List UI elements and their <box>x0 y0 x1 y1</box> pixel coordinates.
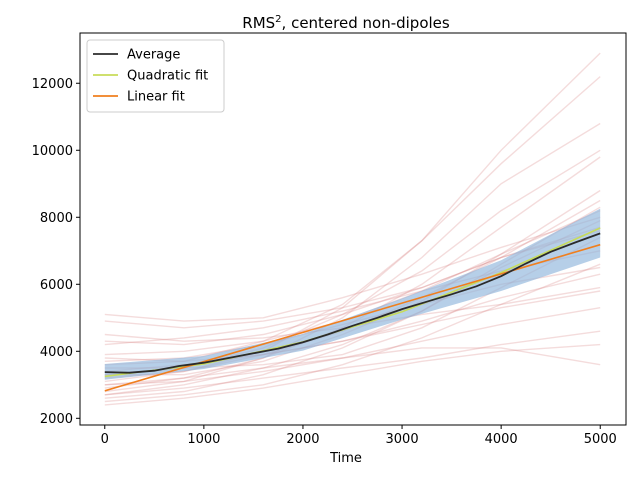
x-tick-label: 3000 <box>386 432 419 447</box>
legend-label: Quadratic fit <box>127 69 208 84</box>
legend: Average Quadratic fit Linear fit <box>86 39 225 113</box>
legend-box <box>86 39 225 113</box>
x-axis-label: Time <box>329 451 362 466</box>
axis-ticks: 0 1000 2000 3000 4000 5000 2000 4000 6000 8000 100… <box>32 77 617 447</box>
y-tick-label: 6000 <box>40 278 73 293</box>
background-run-line <box>104 330 601 396</box>
legend-label: Linear fit <box>127 90 185 105</box>
y-tick-label: 10000 <box>32 144 73 159</box>
x-tick-label: 1000 <box>187 432 220 447</box>
y-tick-label: 4000 <box>40 345 73 360</box>
y-tick-label: 12000 <box>32 77 73 92</box>
background-run-line <box>104 343 601 406</box>
legend-label: Average <box>127 48 180 63</box>
chart-title: RMS2, centered non-dipoles <box>242 14 450 32</box>
plot-area <box>104 52 601 406</box>
background-run-line <box>104 122 601 393</box>
x-tick-label: 4000 <box>485 432 518 447</box>
y-tick-label: 8000 <box>40 211 73 226</box>
background-run-line <box>104 230 601 329</box>
background-run-line <box>104 199 601 383</box>
linear-fit-line <box>104 243 601 392</box>
background-run-line <box>104 216 601 322</box>
background-run-line <box>104 347 601 386</box>
average-band <box>104 208 601 380</box>
axes-frame <box>79 32 627 426</box>
background-run-line <box>104 263 601 403</box>
y-tick-label: 2000 <box>40 412 73 427</box>
average-line <box>104 232 601 374</box>
x-tick-label: 2000 <box>286 432 319 447</box>
x-tick-label: 0 <box>101 432 109 447</box>
x-tick-label: 5000 <box>584 432 617 447</box>
background-run-line <box>104 226 601 346</box>
background-run-line <box>104 307 601 386</box>
background-run-line <box>104 52 601 379</box>
